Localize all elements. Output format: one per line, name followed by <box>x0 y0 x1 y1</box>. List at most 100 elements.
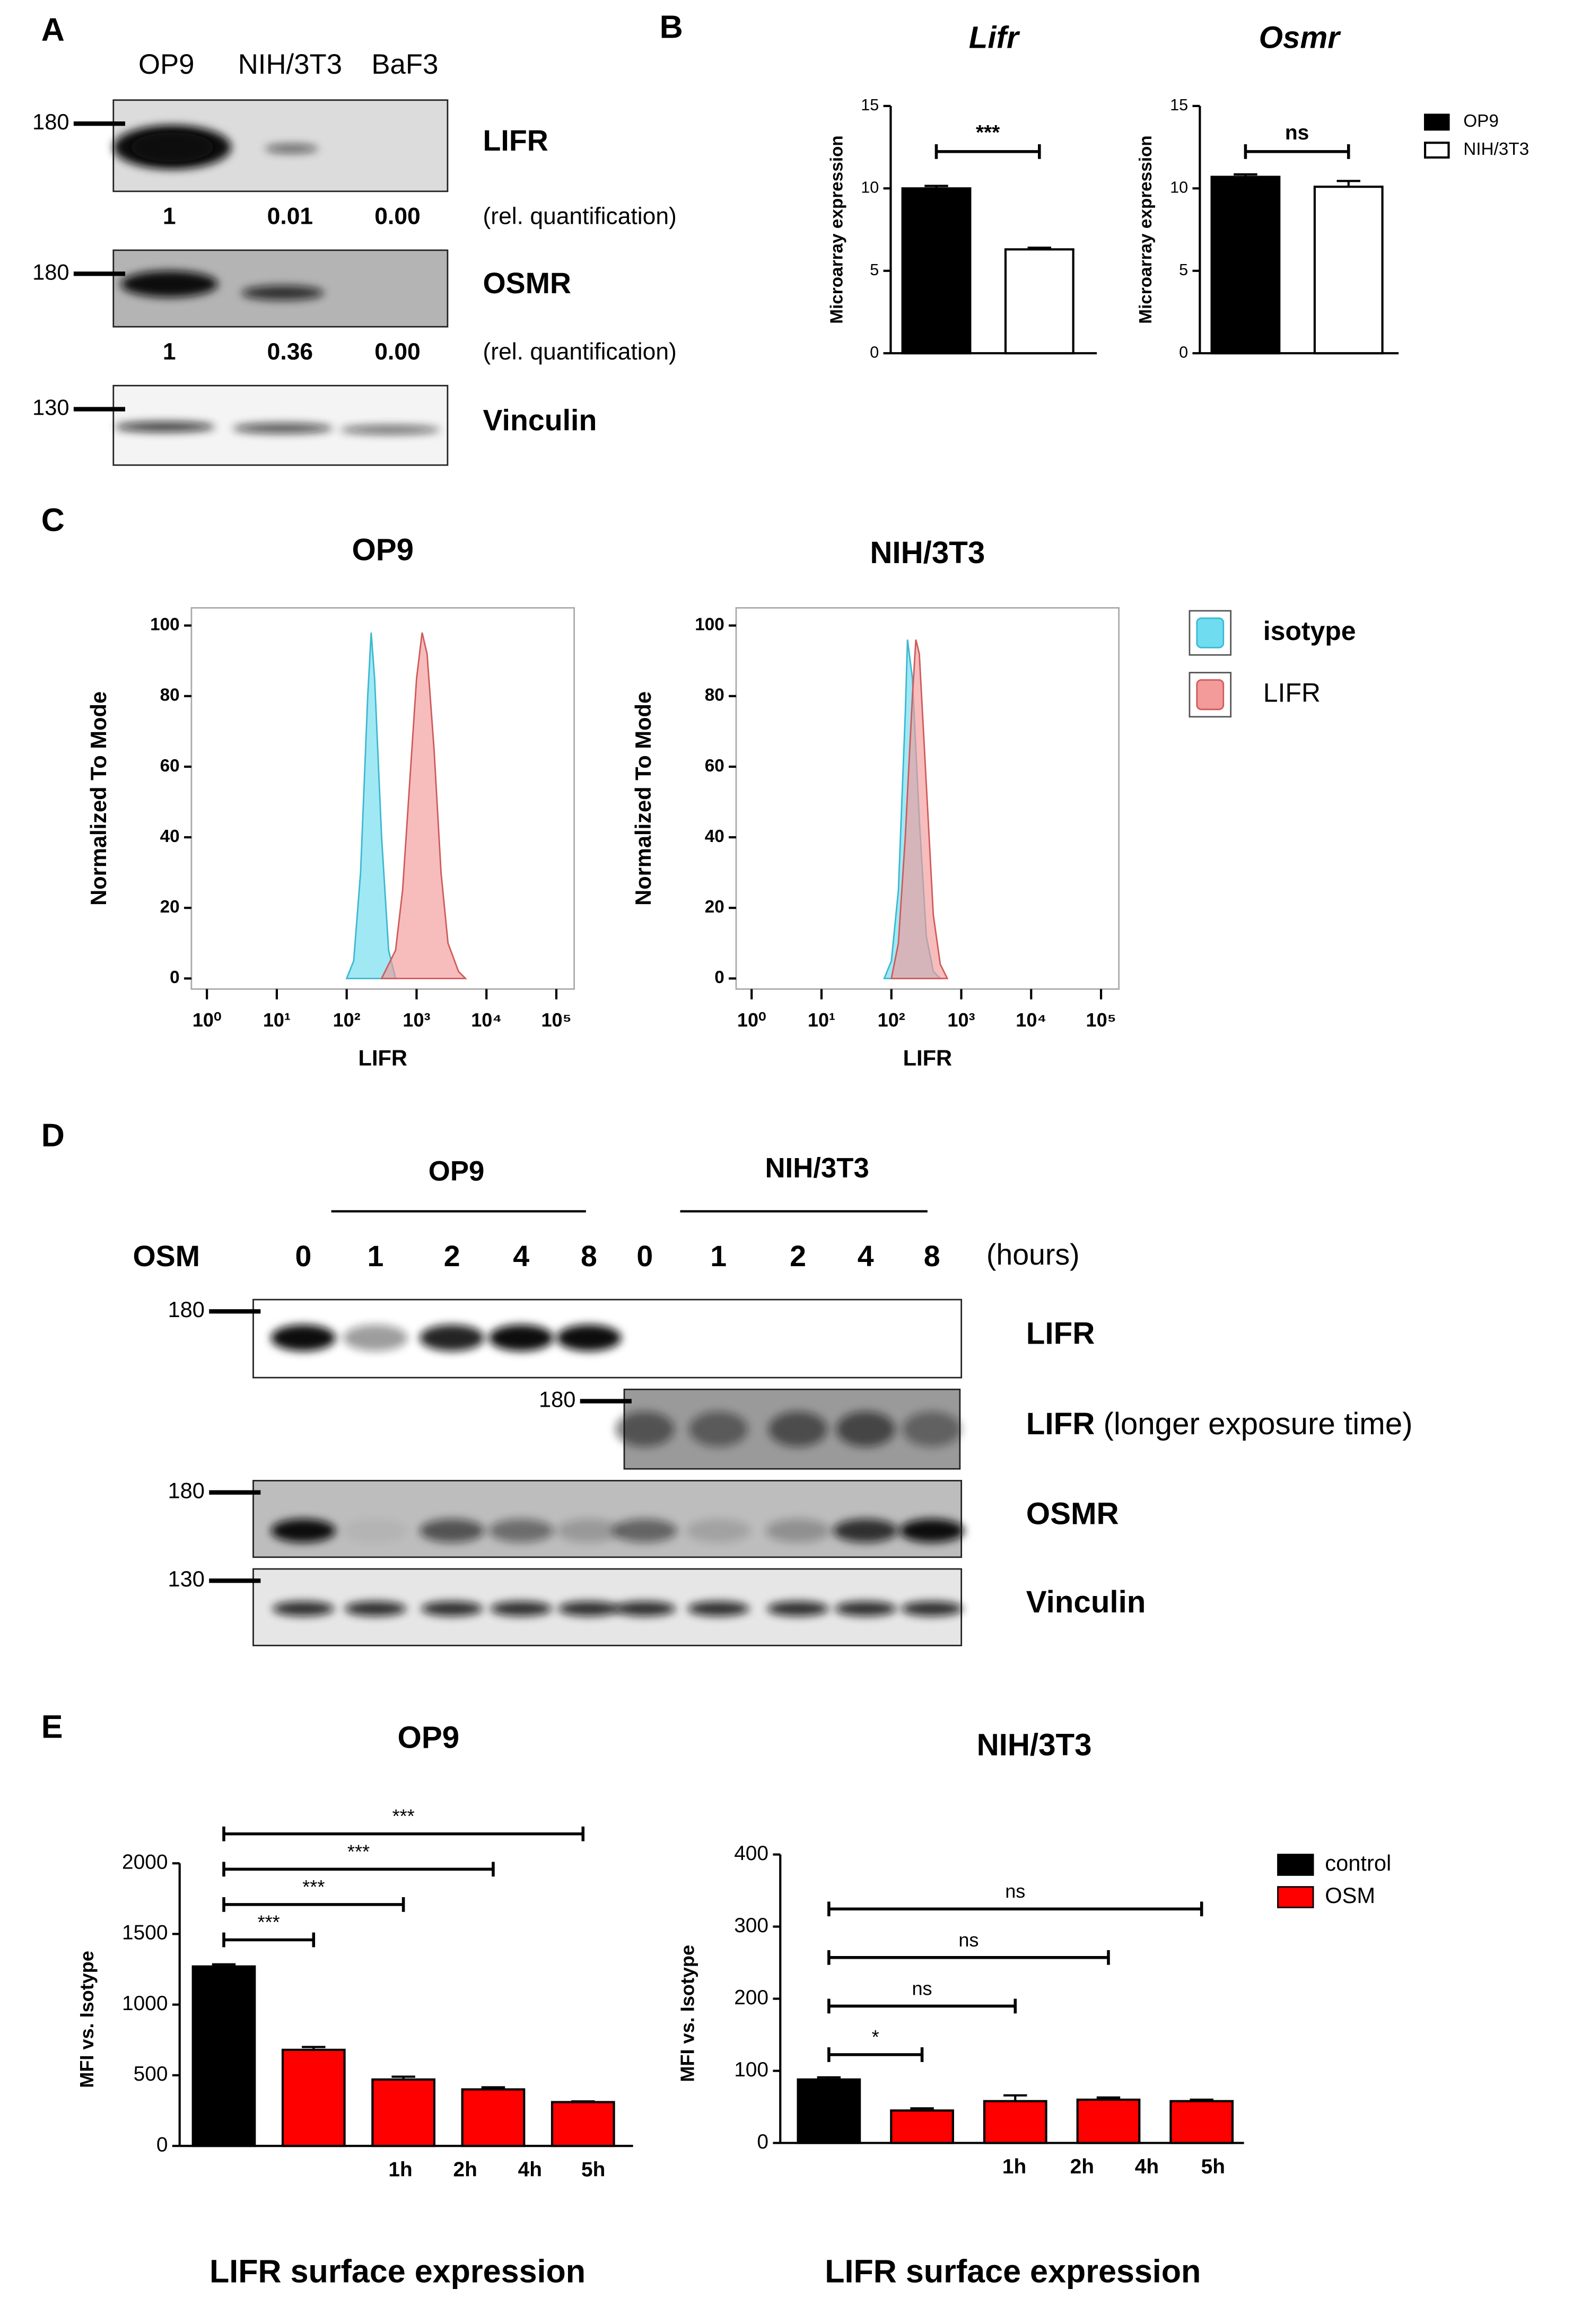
error-bar <box>817 2076 841 2080</box>
band <box>899 1519 965 1543</box>
band <box>343 1519 408 1543</box>
x-tick-label: 10¹ <box>808 1009 835 1031</box>
quantification: 0.01 <box>267 204 313 230</box>
marker-label: 130 <box>168 1566 204 1591</box>
x-tick-label: 10⁴ <box>471 1009 502 1031</box>
significance: *** <box>976 121 1000 144</box>
y-tick-label: 400 <box>734 1842 768 1865</box>
y-tick-label: 10 <box>861 178 879 196</box>
row-label: OSMR <box>1026 1496 1119 1531</box>
lane-label: 8 <box>581 1240 597 1273</box>
significance: ns <box>912 1977 932 1999</box>
caption: LIFR surface expression <box>209 2253 586 2290</box>
band <box>265 144 318 153</box>
lane-label: BaF3 <box>371 49 438 80</box>
y-tick-label: 300 <box>734 1914 768 1937</box>
x-label: 2h <box>453 2159 477 2181</box>
caption: LIFR surface expression <box>825 2253 1201 2290</box>
bar <box>551 2101 615 2147</box>
y-axis-label: Normalized To Mode <box>631 691 656 906</box>
band <box>420 1519 485 1543</box>
significance: *** <box>258 1911 280 1933</box>
y-tick-label: 100 <box>734 2058 768 2081</box>
bar <box>890 2109 954 2144</box>
band <box>270 1325 336 1352</box>
row-label: LIFR (longer exposure time) <box>1026 1407 1413 1441</box>
histogram-area <box>345 632 397 979</box>
x-label: 1h <box>388 2159 412 2181</box>
marker-label: 180 <box>32 109 69 134</box>
band <box>556 1325 622 1352</box>
band <box>420 1325 485 1352</box>
y-tick-label: 100 <box>150 615 180 634</box>
band <box>421 1601 483 1616</box>
marker-label: 180 <box>539 1387 575 1412</box>
subplot-title: NIH/3T3 <box>870 536 985 570</box>
band <box>558 1601 620 1616</box>
x-label: 5h <box>1201 2155 1225 2178</box>
band <box>902 1411 962 1447</box>
y-tick-label: 0 <box>714 968 724 987</box>
band <box>612 1519 677 1543</box>
legend-label: OSM <box>1325 1883 1375 1908</box>
legend-swatch <box>1196 679 1225 711</box>
marker-label: 180 <box>32 259 69 284</box>
x-label: 2h <box>1070 2155 1094 2178</box>
error-bar <box>910 2107 934 2111</box>
y-tick-label: 15 <box>861 96 879 114</box>
lane-label: 0 <box>295 1240 311 1273</box>
x-tick-label: 10⁰ <box>737 1009 766 1031</box>
marker-label: 130 <box>32 395 69 420</box>
y-axis-label: MFI vs. Isotype <box>677 1945 698 2082</box>
x-label: 5h <box>581 2159 605 2181</box>
subplot-title: OP9 <box>398 1720 460 1755</box>
y-axis-label: MFI vs. Isotype <box>76 1951 98 2088</box>
band <box>836 1411 895 1447</box>
group-label: OP9 <box>429 1155 485 1187</box>
y-tick-label: 40 <box>160 827 180 846</box>
band <box>232 423 333 434</box>
bar <box>191 1965 256 2147</box>
x-tick-label: 10⁴ <box>1016 1009 1046 1031</box>
y-tick-label: 5 <box>870 261 879 279</box>
panel-label: A <box>41 12 65 48</box>
lane-label: 4 <box>858 1240 874 1273</box>
quantification: 0.00 <box>374 204 420 230</box>
bar <box>1169 2100 1234 2144</box>
bar <box>983 2100 1047 2144</box>
panel-label: C <box>41 502 65 538</box>
significance: * <box>872 2026 879 2048</box>
y-tick-label: 0 <box>757 2130 768 2153</box>
significance: ns <box>958 1929 979 1951</box>
legend-label: OP9 <box>1463 111 1499 131</box>
y-tick-label: 0 <box>170 968 180 987</box>
y-tick-label: 40 <box>705 827 724 846</box>
panel-label: B <box>660 9 683 45</box>
row-label: LIFR <box>483 124 548 157</box>
bar <box>281 2048 346 2147</box>
y-tick-label: 1000 <box>122 1992 168 2015</box>
y-tick-label: 200 <box>734 1986 768 2009</box>
legend-swatch <box>1423 113 1450 131</box>
quantification-note: (rel. quantification) <box>483 339 677 365</box>
x-tick-label: 10⁵ <box>541 1009 571 1031</box>
x-tick-label: 10³ <box>403 1009 430 1031</box>
legend-label: LIFR <box>1263 678 1321 707</box>
lane-label: 8 <box>924 1240 940 1273</box>
band <box>833 1519 898 1543</box>
x-tick-label: 10³ <box>947 1009 975 1031</box>
bar <box>901 187 972 355</box>
y-tick-label: 80 <box>160 686 180 705</box>
x-label: 4h <box>1135 2155 1159 2178</box>
band <box>765 1519 831 1543</box>
subplot-title: Osmr <box>1259 20 1342 55</box>
quantification: 0.36 <box>267 339 313 365</box>
y-tick-label: 0 <box>156 2133 168 2156</box>
bar <box>371 2078 436 2147</box>
marker-label: 180 <box>168 1478 204 1503</box>
band <box>768 1411 828 1447</box>
bar <box>461 2088 526 2147</box>
unit-label: (hours) <box>986 1238 1080 1271</box>
